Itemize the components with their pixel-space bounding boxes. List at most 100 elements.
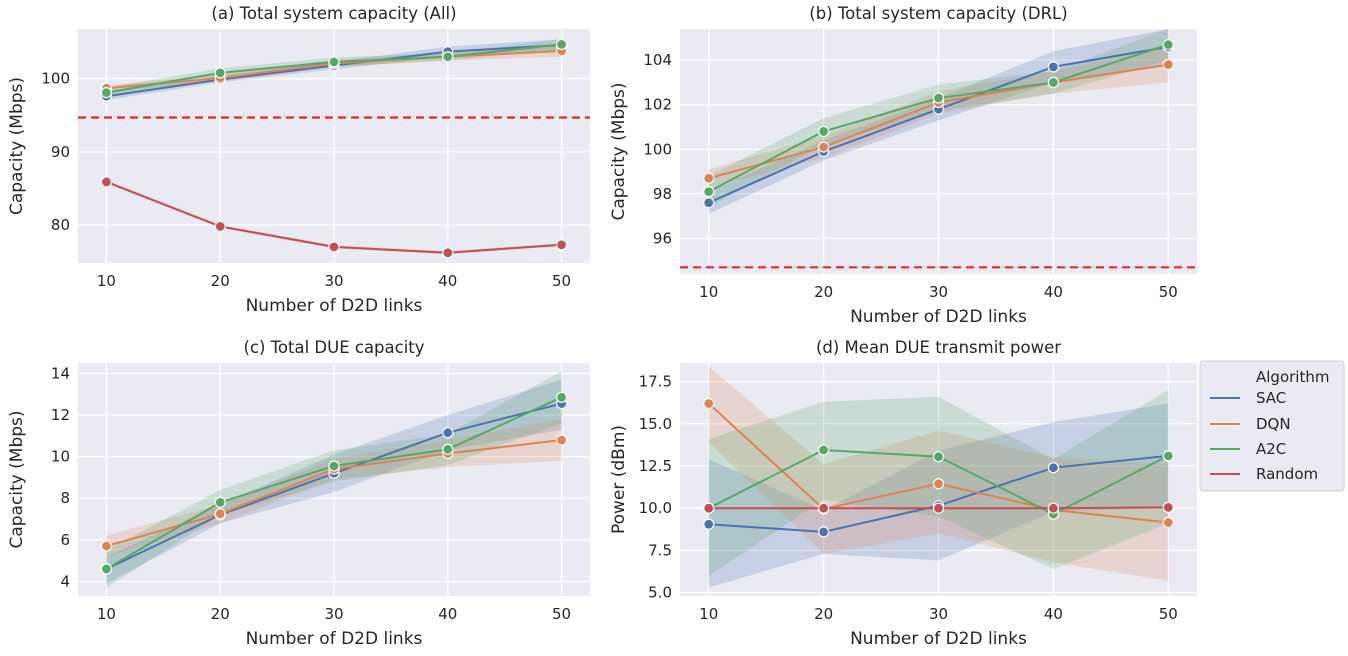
x-tick-label: 50 <box>552 605 571 623</box>
x-tick-label: 10 <box>699 283 718 301</box>
y-tick-label: 100 <box>41 70 70 88</box>
data-point-a2c <box>1162 450 1174 462</box>
data-point-random <box>555 239 568 251</box>
x-tick-label: 50 <box>552 272 571 290</box>
x-tick-label: 20 <box>211 605 230 623</box>
y-tick-label: 10 <box>51 448 70 466</box>
data-point-random <box>1047 502 1059 514</box>
panel-title: (b) Total system capacity (DRL) <box>809 4 1067 23</box>
y-tick-label: 10.0 <box>639 499 672 517</box>
data-point-a2c <box>100 563 113 575</box>
x-tick-label: 40 <box>1044 605 1063 623</box>
x-axis-label: Number of D2D links <box>850 629 1027 649</box>
x-tick-label: 10 <box>699 605 718 623</box>
data-point-a2c <box>1047 76 1059 89</box>
x-tick-label: 30 <box>324 272 343 290</box>
legend-label-a2c: A2C <box>1256 440 1286 458</box>
y-tick-label: 5.0 <box>648 584 672 602</box>
legend-frame <box>1199 360 1345 492</box>
data-point-sac <box>818 526 830 538</box>
y-axis-label: Capacity (Mbps) <box>7 410 27 548</box>
data-point-random <box>442 247 454 259</box>
data-point-a2c <box>818 444 830 456</box>
panel-title: (c) Total DUE capacity <box>243 338 424 357</box>
data-point-sac <box>442 427 454 439</box>
panel-title: (d) Mean DUE transmit power <box>816 338 1061 357</box>
x-tick-label: 50 <box>1159 283 1178 301</box>
y-tick-label: 12 <box>51 406 70 424</box>
x-axis-label: Number of D2D links <box>850 307 1027 327</box>
y-tick-label: 100 <box>643 140 672 158</box>
confidence-band-sac <box>708 403 1169 588</box>
data-point-random <box>703 502 715 514</box>
x-axis-label: Number of D2D links <box>246 629 423 649</box>
y-tick-label: 15.0 <box>639 415 672 433</box>
data-point-dqn <box>1162 516 1174 529</box>
panel-d: 10 20 30 40 50 5.0 7.5 10.0 12.5 15.0 17.5 (d) Mean… <box>609 338 1197 649</box>
y-tick-label: 14 <box>51 364 70 382</box>
y-axis-label: Power (dBm) <box>609 425 629 534</box>
data-point-a2c <box>214 67 226 79</box>
data-point-dqn <box>703 172 715 184</box>
data-point-dqn <box>214 508 226 520</box>
x-tick-label: 40 <box>438 272 457 290</box>
data-point-a2c <box>932 92 945 104</box>
data-point-dqn <box>100 540 113 552</box>
data-point-a2c <box>555 391 568 403</box>
y-tick-label: 7.5 <box>648 541 672 559</box>
x-axis-label: Number of D2D links <box>246 296 423 316</box>
data-point-dqn <box>555 434 568 446</box>
legend-label-random: Random <box>1256 465 1318 483</box>
data-point-a2c <box>100 87 113 99</box>
panel-b: 10 20 30 40 50 96 98 100 102 104 (b) Total system … <box>609 4 1197 327</box>
data-point-dqn <box>1162 59 1174 71</box>
data-point-random <box>932 502 945 514</box>
chart-panels: 10 20 30 40 50 80 90 100 (a) Total system capaci… <box>7 4 1197 649</box>
data-point-a2c <box>214 496 226 508</box>
x-tick-label: 20 <box>814 605 833 623</box>
data-point-random <box>818 502 830 514</box>
y-tick-label: 90 <box>51 143 70 161</box>
legend: Algorithm SAC DQN A2C Random <box>1199 360 1345 492</box>
x-tick-label: 40 <box>438 605 457 623</box>
data-point-sac <box>1047 61 1059 73</box>
data-point-dqn <box>932 478 945 490</box>
y-axis-label: Capacity (Mbps) <box>609 82 629 220</box>
y-tick-label: 80 <box>51 216 70 234</box>
x-tick-label: 40 <box>1044 283 1063 301</box>
legend-label-sac: SAC <box>1256 389 1286 407</box>
data-point-random <box>214 220 226 233</box>
data-point-a2c <box>328 460 340 472</box>
data-point-dqn <box>818 141 830 153</box>
panel-c: 10 20 30 40 50 4 6 8 10 12 14 (c) Total DUE capacit… <box>7 338 590 649</box>
confidence-band-sac <box>708 29 1169 214</box>
y-tick-label: 8 <box>60 489 70 507</box>
x-tick-label: 30 <box>324 605 343 623</box>
data-point-random <box>328 241 340 253</box>
y-tick-label: 17.5 <box>639 373 672 391</box>
legend-title: Algorithm <box>1256 368 1329 386</box>
data-point-a2c <box>442 443 454 455</box>
confidence-band-a2c <box>708 29 1169 208</box>
y-tick-label: 96 <box>653 229 672 247</box>
x-tick-label: 20 <box>211 272 230 290</box>
data-point-dqn <box>703 397 715 410</box>
panel-title: (a) Total system capacity (All) <box>211 4 456 23</box>
data-point-random <box>1162 501 1174 513</box>
x-tick-label: 30 <box>929 283 948 301</box>
y-tick-label: 4 <box>60 572 70 590</box>
y-tick-label: 6 <box>60 531 70 549</box>
confidence-band-a2c <box>106 371 562 588</box>
y-axis-label: Capacity (Mbps) <box>7 77 27 215</box>
data-point-sac <box>703 518 715 530</box>
data-point-a2c <box>555 38 568 50</box>
data-point-random <box>100 176 113 188</box>
data-point-a2c <box>932 451 945 463</box>
data-point-a2c <box>818 125 830 138</box>
data-point-sac <box>1047 462 1059 474</box>
data-point-a2c <box>1162 38 1174 51</box>
panel-a: 10 20 30 40 50 80 90 100 (a) Total system capaci… <box>7 4 590 316</box>
x-tick-label: 50 <box>1159 605 1178 623</box>
data-point-a2c <box>703 185 715 198</box>
